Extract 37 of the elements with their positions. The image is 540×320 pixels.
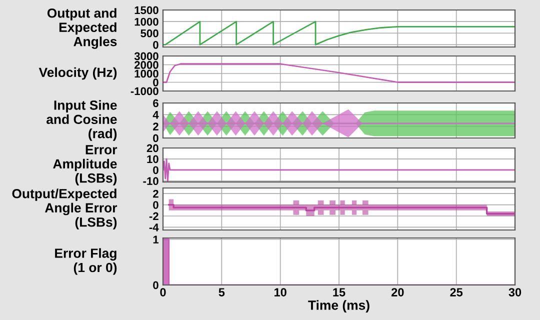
y-tick-label: 1 (153, 236, 159, 244)
y-axis-title: Velocity (Hz) (38, 67, 117, 80)
y-tick-label: 3000 (134, 52, 158, 60)
x-tick-label: 5 (218, 288, 225, 296)
y-tick-label: 10 (147, 155, 158, 164)
y-tick-label: -1000 (130, 87, 158, 96)
y-tick-label: 2 (153, 190, 158, 198)
y-tick-label: 1000 (134, 70, 158, 78)
y-tick-label: 6 (153, 99, 158, 108)
y-tick-label: 500 (140, 29, 158, 38)
y-axis-title: Output/Expected Angle Error (LSBs) (12, 188, 118, 230)
y-axis-title: Output and Expected Angles (47, 8, 117, 49)
x-axis-title: Time (ms) (308, 300, 370, 312)
y-tick-label: 1000 (134, 18, 158, 26)
y-axis-title: Error Amplitude (LSBs) (53, 145, 118, 186)
x-tick-label: 10 (274, 288, 286, 296)
y-tick-label: 2000 (134, 61, 158, 69)
y-tick-label: 4 (152, 111, 159, 119)
y-tick-label: -10 (143, 177, 158, 186)
y-axis-title: Error Flag (1 or 0) (55, 248, 117, 275)
x-tick-label: 25 (450, 288, 463, 296)
y-axis-title: Input Sine and Cosine (rad) (46, 100, 117, 141)
y-tick-label: 0 (153, 166, 158, 174)
x-tick-label: 15 (333, 288, 346, 296)
y-tick-label: 20 (146, 144, 158, 152)
y-tick-label: 0 (153, 134, 158, 142)
y-tick-label: -4 (149, 224, 159, 232)
y-tick-label: 0 (153, 78, 158, 86)
y-tick-label: 2 (153, 122, 158, 130)
y-tick-label: 0 (153, 201, 158, 209)
x-tick-label: 0 (160, 288, 166, 296)
y-tick-label: 0 (153, 281, 158, 290)
x-tick-label: 30 (508, 288, 522, 296)
y-tick-label: 0 (153, 40, 158, 49)
x-tick-label: 20 (392, 288, 404, 296)
y-tick-label: -2 (149, 212, 158, 220)
y-tick-label: 1500 (134, 6, 158, 14)
